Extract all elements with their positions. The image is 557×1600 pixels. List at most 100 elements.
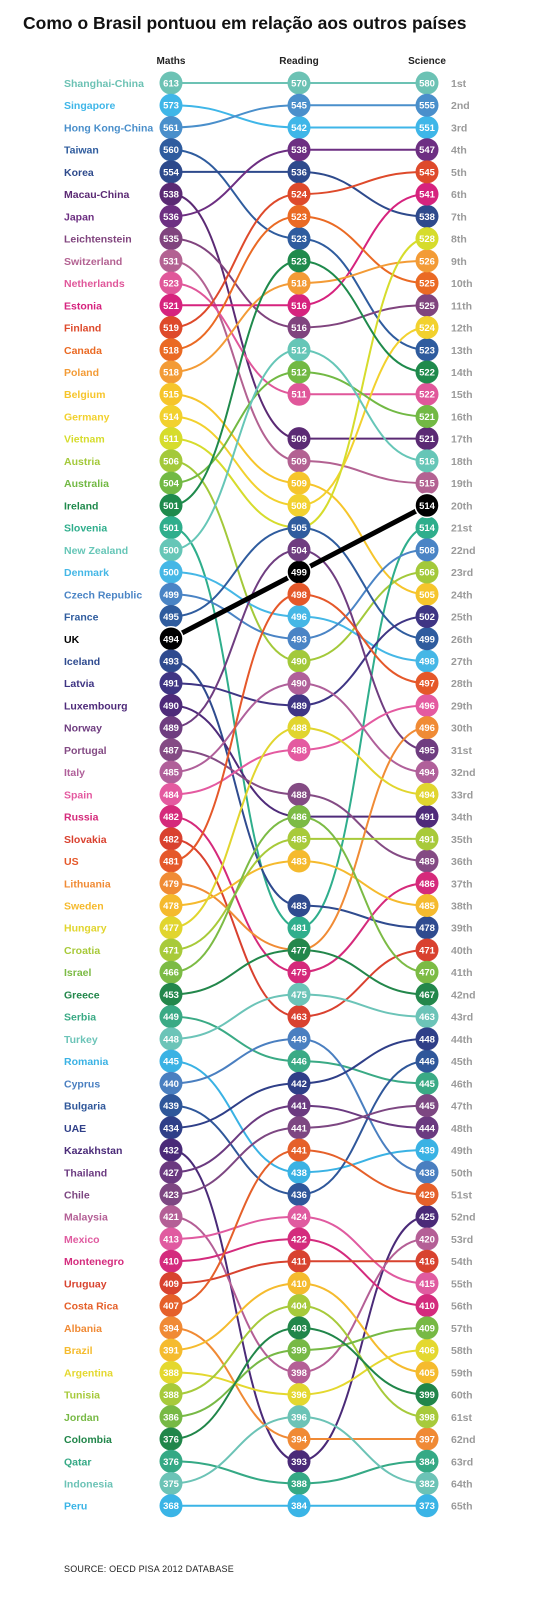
source-note: SOURCE: OECD PISA 2012 DATABASE <box>64 1564 234 1574</box>
rank-label: 4th <box>451 145 467 157</box>
score-dot-reading <box>287 93 311 117</box>
score-dot-reading <box>287 449 311 473</box>
score-label-reading: 490 <box>291 679 307 690</box>
score-label-maths: 388 <box>163 1390 179 1401</box>
score-dot-reading <box>287 338 311 362</box>
score-label-science: 521 <box>419 412 436 423</box>
score-label-maths: 482 <box>163 812 179 823</box>
country-label-switzerland: Switzerland <box>64 256 122 268</box>
country-label-japan: Japan <box>64 211 94 223</box>
score-label-reading: 441 <box>291 1101 308 1112</box>
rank-label: 50th <box>451 1167 473 1179</box>
country-label-thailand: Thailand <box>64 1167 107 1179</box>
score-label-maths: 434 <box>163 1123 180 1134</box>
country-label-new-zealand: New Zealand <box>64 545 128 557</box>
score-label-maths: 427 <box>163 1168 179 1179</box>
series-line-vietnam <box>170 237 428 529</box>
score-label-science: 494 <box>419 768 436 779</box>
score-dot-reading <box>287 1338 311 1362</box>
score-label-science: 438 <box>419 1168 435 1179</box>
score-label-maths: 445 <box>163 1057 180 1068</box>
score-dot-maths <box>159 449 183 473</box>
score-dot-science <box>415 938 439 962</box>
country-label-bulgaria: Bulgaria <box>64 1101 106 1113</box>
score-label-maths: 388 <box>163 1368 179 1379</box>
country-label-korea: Korea <box>64 167 94 179</box>
score-dot-maths <box>159 1138 183 1162</box>
score-label-maths: 506 <box>163 456 179 467</box>
score-label-reading: 477 <box>291 945 307 956</box>
score-dots: 613 573 561 560 554 538 536 535 531 523 521 519 518 5… <box>158 71 440 1518</box>
score-label-maths: 407 <box>163 1301 179 1312</box>
rank-label: 24th <box>451 589 473 601</box>
score-dot-reading <box>287 1405 311 1429</box>
score-label-science: 373 <box>419 1501 435 1512</box>
column-header-science: Science <box>408 56 446 67</box>
rank-labels: 1st 2nd 3rd 4th 5th 6th 7th 8th 9th 10th 11th 12th 1… <box>451 78 476 1513</box>
score-label-maths: 560 <box>163 145 179 156</box>
score-dot-reading <box>287 160 311 184</box>
country-label-indonesia: Indonesia <box>64 1478 113 1490</box>
score-label-reading: 396 <box>291 1412 307 1423</box>
score-dot-science <box>415 671 439 695</box>
score-label-reading: 485 <box>291 834 308 845</box>
country-label-kazakhstan: Kazakhstan <box>64 1145 122 1157</box>
score-dot-reading <box>287 1271 311 1295</box>
score-dot-reading <box>287 605 311 629</box>
score-label-reading: 393 <box>291 1457 307 1468</box>
score-dot-reading <box>287 1360 311 1384</box>
score-dot-maths <box>159 1360 183 1384</box>
country-label-uk: UK <box>64 634 80 646</box>
score-dot-maths <box>159 182 183 206</box>
score-label-reading: 523 <box>291 212 307 223</box>
rank-label: 23rd <box>451 567 473 579</box>
score-label-science: 515 <box>419 479 436 490</box>
score-dot-science <box>415 449 439 473</box>
score-label-maths: 432 <box>163 1146 179 1157</box>
score-dot-reading <box>287 1005 311 1029</box>
score-dot-maths <box>159 693 183 717</box>
score-label-maths: 439 <box>163 1101 179 1112</box>
score-dot-reading <box>287 805 311 829</box>
country-label-portugal: Portugal <box>64 745 107 757</box>
score-label-maths: 478 <box>163 901 179 912</box>
score-label-reading: 441 <box>291 1123 308 1134</box>
score-label-maths: 481 <box>163 857 180 868</box>
score-dot-science <box>415 516 439 540</box>
score-label-maths: 504 <box>163 479 180 490</box>
score-dot-science <box>415 827 439 851</box>
score-dot-maths <box>159 1205 183 1229</box>
rank-label: 3rd <box>451 122 467 134</box>
score-dot-science <box>415 649 439 673</box>
rank-label: 51st <box>451 1190 473 1202</box>
rank-label: 38th <box>451 901 473 913</box>
country-label-jordan: Jordan <box>64 1412 99 1424</box>
country-label-serbia: Serbia <box>64 1012 96 1024</box>
rank-label: 63rd <box>451 1456 473 1468</box>
score-dot-science <box>415 1249 439 1273</box>
score-dot-science <box>415 916 439 940</box>
score-label-maths: 386 <box>163 1412 179 1423</box>
rank-label: 8th <box>451 234 467 246</box>
score-label-science: 526 <box>419 256 435 267</box>
score-dot-maths <box>159 1249 183 1273</box>
score-dot-maths <box>159 1183 183 1206</box>
score-dot-science <box>415 1183 439 1206</box>
country-label-netherlands: Netherlands <box>64 278 125 290</box>
score-label-science: 467 <box>419 990 435 1001</box>
score-label-maths: 453 <box>163 990 179 1001</box>
score-dot-reading <box>287 138 311 162</box>
score-dot-science <box>415 960 439 984</box>
rank-label: 16th <box>451 411 473 423</box>
score-label-science: 522 <box>419 390 435 401</box>
score-label-maths: 519 <box>163 323 179 334</box>
score-dot-science <box>415 404 439 428</box>
score-dot-reading <box>287 1160 311 1184</box>
score-dot-science <box>415 1405 439 1429</box>
score-dot-reading <box>287 671 311 695</box>
score-dot-reading <box>287 1294 311 1318</box>
score-dot-reading <box>287 115 311 139</box>
score-dot-science <box>415 382 439 406</box>
score-label-maths: 487 <box>163 745 179 756</box>
rank-label: 37th <box>451 878 473 890</box>
